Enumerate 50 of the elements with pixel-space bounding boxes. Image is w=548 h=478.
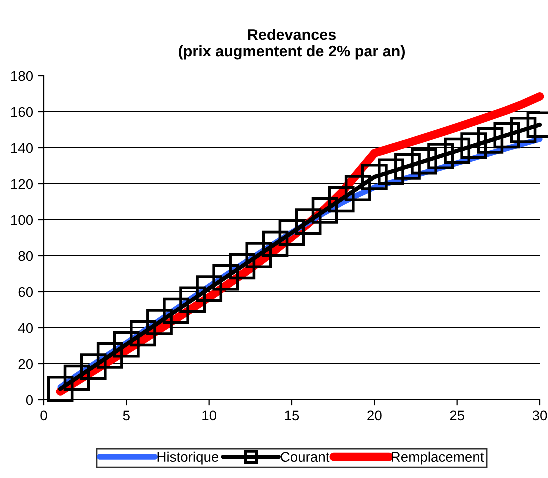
y-tick-label: 180 (11, 71, 34, 82)
x-tick-label: 30 (532, 410, 548, 421)
point (47, 376, 74, 402)
point (278, 220, 306, 246)
point (229, 253, 256, 280)
point (428, 143, 454, 170)
point (411, 148, 438, 175)
legend-label: Remplacement (392, 452, 484, 465)
point (477, 127, 504, 154)
point (460, 132, 488, 160)
point (344, 175, 372, 202)
point (494, 122, 520, 149)
point (394, 154, 421, 180)
y-tick-label: 120 (11, 179, 34, 190)
legend-label: Courant (281, 452, 330, 462)
point (246, 242, 272, 268)
y-tick-label: 100 (11, 215, 34, 226)
y-tick-label: 80 (18, 251, 34, 262)
point (361, 164, 388, 190)
point (146, 309, 173, 336)
point (328, 186, 355, 213)
x-tick-label: 0 (40, 410, 48, 421)
y-tick-label: 140 (11, 143, 34, 154)
point (80, 354, 107, 380)
point (444, 138, 471, 164)
point (180, 286, 206, 314)
point (510, 116, 537, 144)
x-tick-label: 25 (450, 410, 464, 421)
point (378, 158, 404, 186)
point (96, 342, 124, 369)
point (64, 364, 90, 392)
point (130, 320, 156, 347)
x-tick-label: 20 (368, 410, 382, 421)
chart-title: Redevances (prix augmentent de 2% par an) (179, 29, 406, 60)
x-tick-label: 15 (285, 410, 300, 421)
y-tick-label: 0 (26, 395, 34, 406)
point (212, 264, 240, 291)
point (295, 208, 322, 235)
point (312, 197, 338, 224)
point (262, 230, 289, 258)
y-tick-label: 160 (11, 107, 34, 118)
x-tick-label: 10 (202, 410, 217, 421)
point (196, 276, 223, 302)
y-tick-label: 40 (18, 323, 34, 334)
point (163, 298, 190, 324)
y-tick-label: 60 (18, 287, 34, 298)
legend-label: Historique (158, 452, 219, 465)
x-tick-label: 5 (123, 410, 130, 421)
point (113, 331, 140, 358)
y-tick-label: 20 (18, 359, 34, 370)
